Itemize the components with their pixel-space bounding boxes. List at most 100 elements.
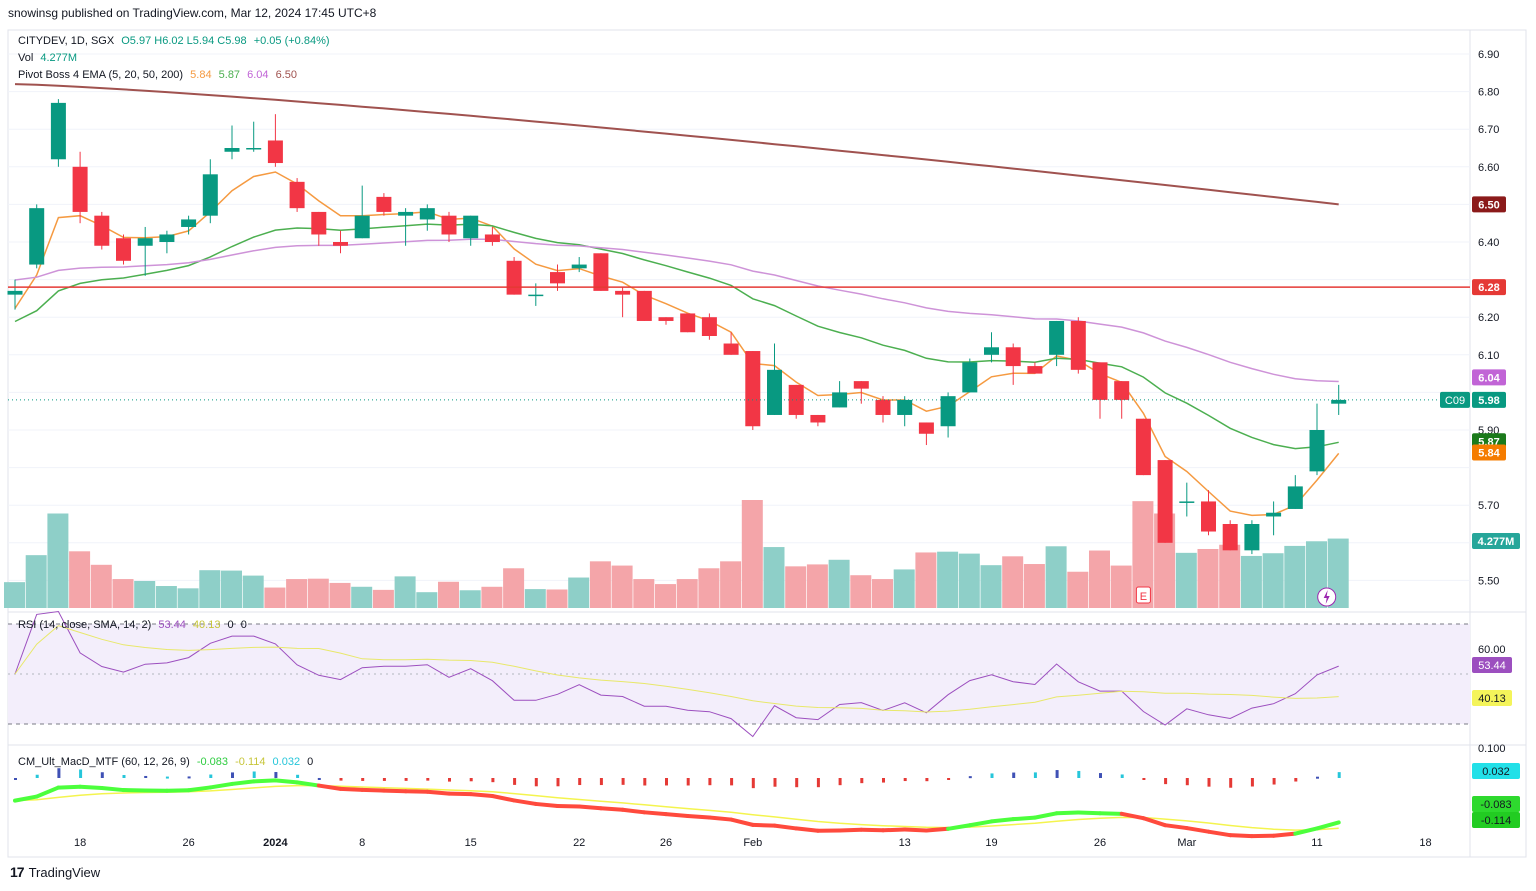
- candle-body: [984, 347, 999, 355]
- macd-line-segment: [859, 827, 885, 833]
- ema20-value: 5.87: [218, 69, 241, 81]
- candle-body: [571, 264, 587, 269]
- macd-line-segment: [664, 812, 690, 819]
- volume-bar: [459, 590, 481, 608]
- candle-body: [528, 294, 544, 297]
- time-tick-label: 2024: [263, 837, 288, 849]
- volume-bar: [47, 513, 69, 608]
- macd-histogram-bar: [1207, 778, 1211, 787]
- volume-bar: [546, 589, 568, 608]
- candle: [615, 287, 631, 318]
- macd-histogram-bar: [773, 778, 777, 787]
- candle-body: [810, 414, 826, 423]
- volume-bar: [1262, 553, 1284, 608]
- macd-histogram-bar: [686, 778, 690, 786]
- candle-body: [1092, 362, 1108, 400]
- chart-frame: [7, 29, 1527, 858]
- macd-histogram-bar: [35, 774, 39, 778]
- candle-body: [1157, 460, 1173, 543]
- price-axis[interactable]: 5.505.705.906.106.206.406.606.706.806.90…: [1440, 49, 1520, 828]
- macd-histogram-bar: [1142, 778, 1146, 780]
- candle: [506, 257, 522, 295]
- candle-body: [333, 242, 348, 246]
- candle: [1157, 460, 1173, 543]
- ema200-value: 6.50: [275, 69, 298, 81]
- volume-legend[interactable]: Vol 4.277M: [18, 52, 81, 64]
- volume-bar: [850, 575, 872, 608]
- macd-histogram-bar: [838, 778, 842, 786]
- rsi-lower-value: 0: [240, 619, 247, 631]
- tradingview-brand: TradingView: [28, 864, 101, 880]
- macd-value-tag: -0.083: [1472, 796, 1520, 812]
- lightning-icon: [1317, 587, 1337, 607]
- candle-body: [289, 181, 305, 209]
- macd-histogram-bar: [469, 778, 473, 782]
- candle-body: [853, 381, 869, 389]
- candles[interactable]: [7, 99, 1347, 555]
- macd-histogram-bar: [513, 778, 517, 785]
- candle-body: [940, 396, 956, 427]
- price-tick-label: 6.90: [1478, 49, 1499, 61]
- macd-line-segment: [1315, 820, 1341, 831]
- candle-body: [354, 215, 370, 239]
- macd-histogram-bar: [1033, 772, 1037, 778]
- ema-label: Pivot Boss 4 EMA (5, 20, 50, 200): [18, 69, 184, 81]
- candle-body: [658, 317, 674, 321]
- time-axis[interactable]: 18 26 2024 8 15 22 26 Feb 13 19 26 Mar 11 18: [74, 837, 1432, 849]
- symbol-legend[interactable]: CITYDEV, 1D, SGX O5.97 H6.02 L5.94 C5.98…: [18, 35, 334, 47]
- macd-legend[interactable]: CM_Ult_MacD_MTF (60, 12, 26, 9) -0.083 -…: [18, 756, 317, 768]
- macd-histogram-bar: [751, 778, 755, 789]
- volume-bar: [242, 575, 264, 608]
- macd-histogram-bar: [1337, 772, 1341, 778]
- volume-bar: [481, 586, 503, 608]
- macd-line-segment: [1184, 826, 1211, 834]
- price-tag: 5.84: [1472, 444, 1506, 461]
- volume-value: 4.277M: [40, 52, 78, 64]
- candle-body: [962, 362, 978, 393]
- candle-body: [832, 392, 848, 408]
- macd-line-segment: [1098, 811, 1124, 816]
- candle: [1287, 475, 1303, 509]
- macd-histogram-bar: [643, 778, 647, 786]
- macd-value-tag: 0.032: [1472, 763, 1520, 779]
- candle-body: [181, 219, 197, 227]
- candle: [636, 290, 652, 321]
- macd-histogram-bar: [1012, 772, 1016, 778]
- macd-histogram-bar: [426, 778, 430, 781]
- macd-histogram-bar: [404, 778, 408, 781]
- price-tag-text: 6.28: [1478, 282, 1499, 294]
- candle: [224, 125, 240, 160]
- volume-tag-text: 4.277M: [1478, 536, 1515, 548]
- macd-line-segment: [78, 784, 104, 791]
- candle-body: [1049, 320, 1065, 355]
- candle-body: [137, 238, 153, 246]
- volume-bar: [1002, 556, 1024, 608]
- tradingview-footer[interactable]: 17 TradingView: [10, 864, 100, 880]
- volume-bar: [199, 570, 221, 608]
- macd-line-segment: [56, 784, 83, 790]
- price-gridlines: [7, 29, 1527, 858]
- rsi-pane: [8, 610, 1470, 738]
- volume-bar: [611, 565, 633, 608]
- ema5-line: [14, 171, 1340, 517]
- ema5-value: 5.84: [190, 69, 212, 81]
- rsi-sma-tag-text: 40.13: [1478, 693, 1506, 705]
- macd-histogram-bar: [317, 777, 321, 780]
- rsi-legend[interactable]: RSI (14, close, SMA, 14, 2) 53.44 40.13 …: [18, 619, 251, 631]
- macd-histogram-bar: [903, 778, 907, 782]
- candle: [202, 159, 218, 224]
- ema-legend[interactable]: Pivot Boss 4 EMA (5, 20, 50, 200) 5.84 5…: [18, 69, 301, 81]
- candle-body: [484, 234, 500, 242]
- macd-histogram-bar: [882, 778, 885, 783]
- price-tag-prefix-text: C09: [1445, 395, 1465, 407]
- rsi-value-tag: 53.44: [1472, 657, 1512, 673]
- macd-histogram-bar: [1316, 776, 1319, 779]
- macd-value-tag-bg: [1472, 796, 1520, 812]
- candle: [1005, 343, 1021, 385]
- price-tick-label: 6.40: [1478, 237, 1499, 249]
- candle-body: [1244, 524, 1260, 551]
- candle: [1244, 520, 1260, 555]
- candle-body: [29, 208, 45, 265]
- candle: [1201, 490, 1216, 536]
